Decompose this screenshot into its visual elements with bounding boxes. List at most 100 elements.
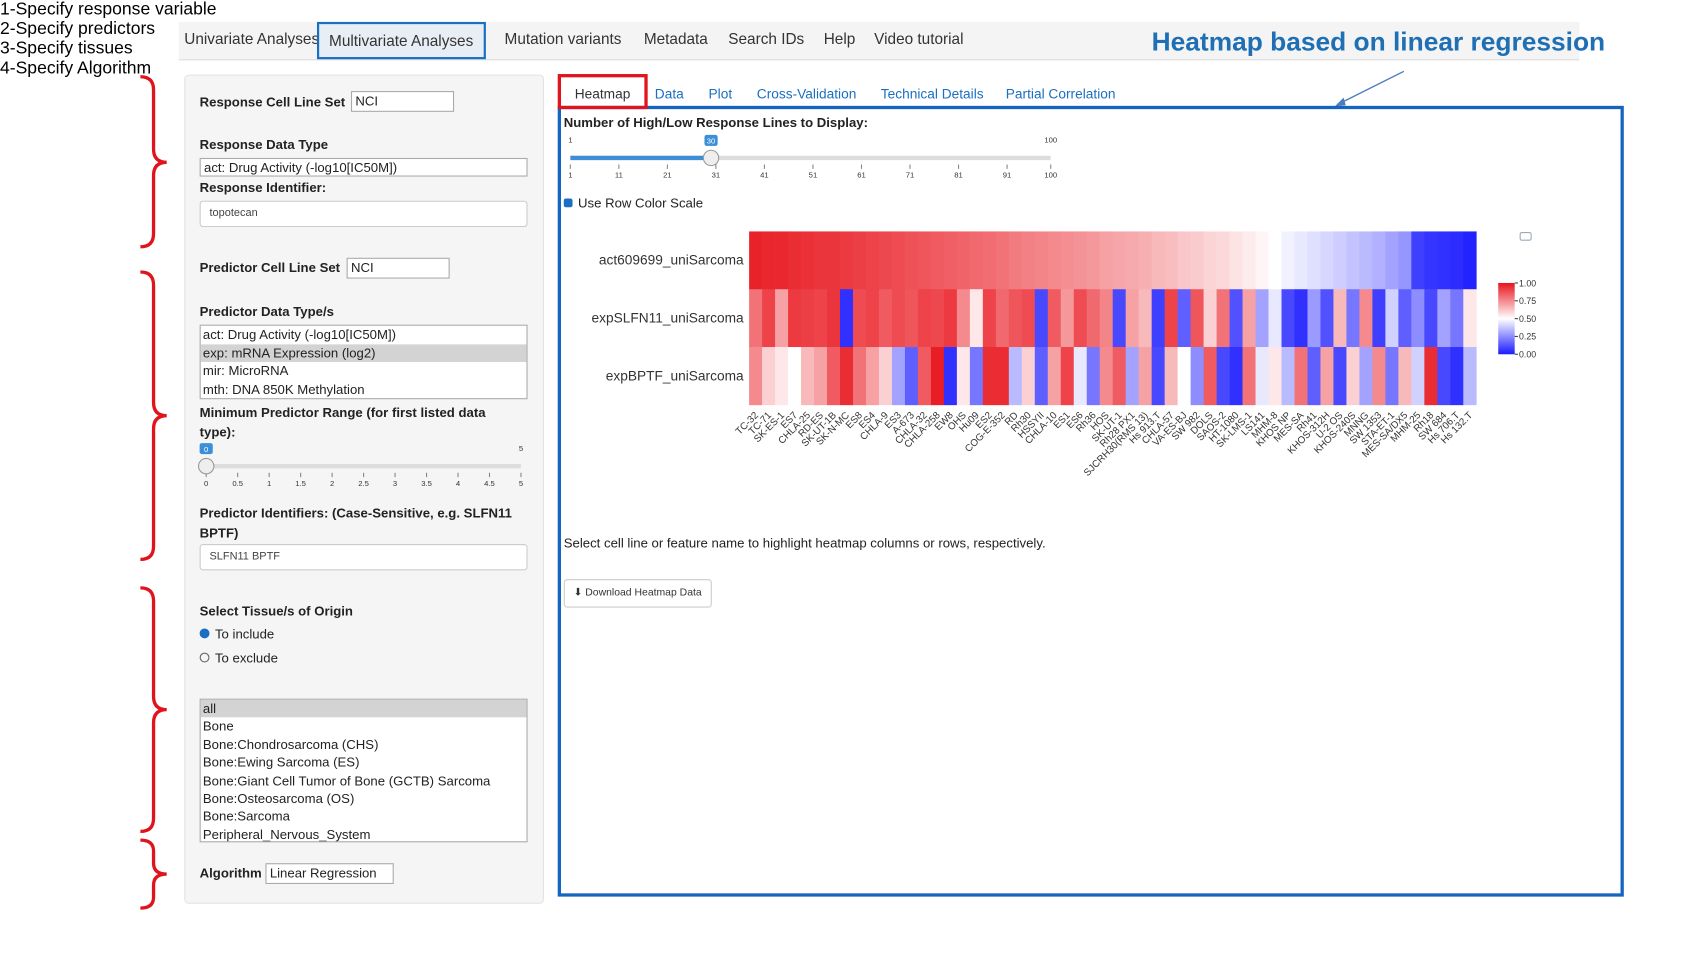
nav-tab[interactable]: Mutation variants	[504, 29, 622, 48]
list-option[interactable]: Bone:Chondrosarcoma (CHS)	[202, 736, 379, 753]
heatmap-cell	[1307, 347, 1321, 406]
heatmap-cell	[982, 289, 997, 348]
list-option[interactable]: all	[200, 699, 527, 718]
heatmap-cell	[865, 231, 880, 290]
tab[interactable]: Partial Correlation	[1005, 86, 1116, 103]
heatmap-cell	[1086, 231, 1101, 290]
nav-tab[interactable]: Univariate Analyses	[184, 29, 320, 48]
button-label: Download Heatmap Data	[585, 586, 702, 599]
slider-tick-label: 71	[906, 171, 915, 180]
heatmap-cell	[1294, 231, 1308, 290]
slider[interactable]: 5 0 0.5 1 1.5 2 2.5 3 3.5 4 4.5 5 0	[196, 440, 531, 493]
heatmap-cell	[762, 231, 776, 290]
nav-tab[interactable]: Help	[823, 29, 856, 48]
heatmap-cell	[1112, 231, 1127, 290]
select[interactable]: NCI	[350, 91, 455, 112]
nav-tab[interactable]: Multivariate Analyses	[316, 21, 486, 60]
heatmap-cell	[995, 289, 1010, 348]
heatmap-cell	[1268, 347, 1282, 406]
label: Predictor Cell Line Set	[199, 259, 341, 276]
slider-handle[interactable]	[197, 457, 215, 475]
heatmap-cell	[1346, 347, 1360, 406]
heatmap-cell	[1320, 347, 1334, 406]
heatmap-cell	[917, 347, 932, 406]
list-option[interactable]: act: Drug Activity (-log10[IC50M])	[202, 326, 397, 343]
list-option[interactable]: Bone	[202, 718, 234, 735]
heatmap-cell	[840, 289, 854, 348]
heatmap-cell	[1008, 231, 1023, 290]
download-button[interactable]: ⬇ Download Heatmap Data	[563, 579, 712, 608]
heatmap-cell	[1398, 289, 1412, 348]
heatmap-cell	[1190, 289, 1204, 348]
list-option[interactable]: Bone:Sarcoma	[202, 808, 290, 825]
slider-min: 1	[568, 136, 572, 145]
slider-tick-label: 41	[760, 171, 769, 180]
slider-tick-label: 100	[1044, 171, 1057, 180]
heatmap-cell	[1216, 347, 1230, 406]
heatmap-cell	[1164, 289, 1178, 348]
row-label[interactable]: expBPTF_uniSarcoma	[606, 368, 744, 383]
heatmap-cell	[1242, 231, 1256, 290]
select[interactable]: act: Drug Activity (-log10[IC50M])	[199, 157, 528, 177]
colorbar-tick-label: 1.00	[1519, 278, 1536, 288]
heatmap-cell	[969, 347, 984, 406]
heatmap-cell	[943, 289, 958, 348]
list-option[interactable]: Bone:Osteosarcoma (OS)	[202, 790, 355, 807]
tab[interactable]: Data	[654, 86, 684, 103]
heatmap-cell	[982, 347, 997, 406]
heatmap-cell	[917, 231, 932, 290]
colorbar-tick-label: 0.50	[1519, 314, 1536, 324]
multi-select[interactable]: all Bone Bone:Chondrosarcoma (CHS) Bone:Ewi…	[199, 698, 528, 843]
heatmap-cell	[1034, 231, 1049, 290]
camera-icon[interactable]	[1519, 231, 1532, 241]
list-option[interactable]: mth: DNA 850K Methylation	[202, 381, 365, 397]
annotation-title: Heatmap based on linear regression	[1151, 27, 1606, 58]
tab[interactable]: Plot	[708, 86, 733, 103]
select[interactable]: NCI	[346, 257, 450, 279]
slider-max: 100	[1044, 136, 1057, 145]
row-label[interactable]: expSLFN11_uniSarcoma	[592, 311, 744, 326]
list-option[interactable]: mir: MicroRNA	[202, 363, 289, 379]
tab[interactable]: Technical Details	[880, 86, 984, 103]
nav-tab[interactable]: Video tutorial	[874, 29, 964, 48]
slider-handle[interactable]	[702, 149, 720, 167]
slider-value: 0	[204, 445, 208, 454]
heatmap-cell	[1060, 231, 1075, 290]
text-input[interactable]: SLFN11 BPTF	[199, 544, 528, 571]
text-input[interactable]: topotecan	[199, 200, 528, 228]
heatmap-cell	[1190, 347, 1204, 406]
select[interactable]: Linear Regression	[265, 863, 394, 885]
heatmap-cell	[1411, 231, 1425, 290]
heatmap-cell	[1008, 289, 1023, 348]
tab[interactable]: Cross-Validation	[756, 86, 857, 103]
heatmap-cell	[1437, 347, 1451, 406]
heatmap-cell	[1333, 347, 1347, 406]
row-label[interactable]: act609699_uniSarcoma	[599, 253, 744, 268]
nav-tab[interactable]: Search IDs	[728, 29, 805, 48]
heatmap-cell	[1411, 289, 1425, 348]
heatmap-cell	[749, 347, 763, 406]
heatmap-cell	[1463, 347, 1477, 406]
heatmap-cell	[1268, 231, 1282, 290]
heatmap-cell	[930, 231, 945, 290]
heatmap-cell	[878, 289, 893, 348]
list-option[interactable]: Bone:Ewing Sarcoma (ES)	[202, 754, 360, 771]
heatmap-cell	[852, 347, 867, 406]
heatmap-cell	[801, 231, 815, 290]
multi-select[interactable]: act: Drug Activity (-log10[IC50M]) exp: m…	[199, 324, 528, 400]
tab[interactable]: Heatmap	[574, 86, 631, 103]
heatmap-cell	[1385, 347, 1399, 406]
slider-tick-label: 31	[712, 171, 721, 180]
list-option[interactable]: exp: mRNA Expression (log2)	[200, 343, 527, 362]
slider-value: 30	[707, 137, 716, 146]
checkbox[interactable]: Use Row Color Scale	[563, 195, 703, 211]
radio[interactable]: To exclude	[199, 650, 278, 666]
list-option[interactable]: Bone:Giant Cell Tumor of Bone (GCTB) Sar…	[202, 772, 491, 789]
nav-tab[interactable]: Metadata	[643, 29, 708, 48]
list-option[interactable]: Peripheral_Nervous_System	[202, 826, 371, 843]
radio[interactable]: To include	[199, 626, 274, 642]
slider-tick-label: 81	[954, 171, 963, 180]
heatmap-cell	[1242, 289, 1256, 348]
heatmap-cell	[1450, 289, 1464, 348]
